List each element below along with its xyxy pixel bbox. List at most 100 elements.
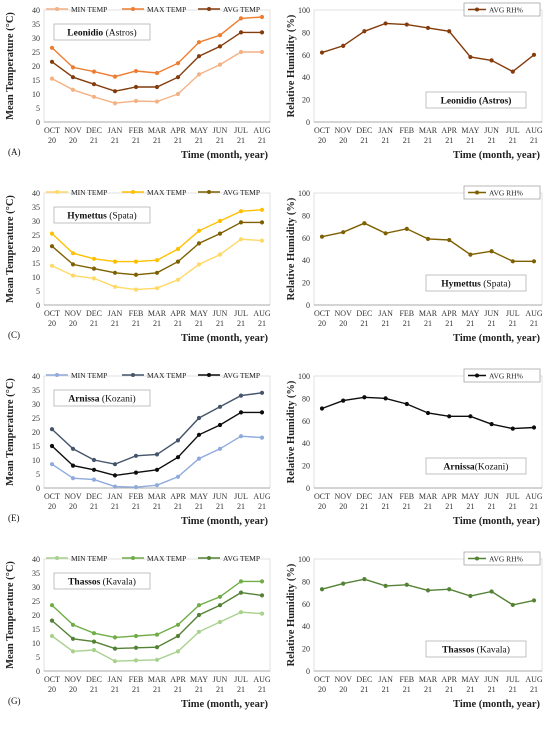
data-point-min [91, 94, 97, 99]
y-tick-label: 40 [302, 622, 310, 631]
site-region: (Kozani) [475, 462, 509, 473]
data-point-avg [196, 432, 202, 437]
x-tick-label: JUN [213, 309, 228, 318]
data-point-min [112, 101, 118, 106]
y-tick-label: 10 [32, 639, 40, 648]
legend-box [463, 368, 541, 383]
data-point-min [217, 252, 223, 257]
x-tick-label: JAN [108, 492, 123, 501]
legend-box [463, 185, 541, 200]
legend-label-min: MIN TEMP [71, 188, 107, 197]
site-label-box [425, 91, 527, 109]
y-axis-label: Mean Temperature (°C) [5, 12, 16, 120]
y-tick-label: 40 [32, 555, 40, 564]
x-tick-label: FEB [399, 309, 414, 318]
data-point-min [238, 237, 244, 242]
data-point-max [91, 457, 97, 463]
x-tick-label: AUG [525, 675, 543, 684]
x-tick-year: 21 [132, 319, 140, 328]
data-point-rh [341, 398, 346, 403]
y-tick-label: 35 [32, 569, 40, 578]
y-tick-label: 25 [32, 597, 40, 606]
data-point-max [70, 622, 76, 627]
x-tick-year: 21 [360, 136, 368, 145]
y-axis-label: Relative Humidity (%) [286, 563, 297, 666]
legend-swatch-marker [475, 7, 479, 12]
data-point-max [154, 258, 160, 263]
data-point-max [70, 446, 76, 451]
series-line-min [51, 238, 263, 291]
series-line-avg [51, 411, 262, 477]
data-point-avg [196, 241, 202, 246]
x-tick-year: 20 [69, 685, 77, 694]
x-tick-label: NOV [335, 126, 353, 135]
legend-label-avg: AVG TEMP [223, 554, 260, 563]
data-point-min [259, 435, 265, 440]
series-line-min [51, 611, 263, 662]
data-point-min [217, 62, 223, 67]
y-tick-label: 0 [36, 484, 40, 493]
y-tick-label: 0 [36, 667, 40, 676]
data-point-min [112, 659, 118, 664]
x-tick-label: JAN [108, 309, 123, 318]
x-tick-label: DEC [356, 126, 372, 135]
data-point-max [49, 45, 55, 50]
data-point-avg [154, 467, 160, 472]
data-point-rh [425, 588, 431, 593]
x-tick-label: MAR [419, 126, 438, 135]
x-tick-year: 21 [153, 502, 161, 511]
data-point-max [154, 452, 160, 457]
series-line-avg [51, 591, 263, 650]
x-tick-year: 21 [90, 319, 98, 328]
x-tick-year: 21 [237, 685, 245, 694]
x-tick-label: JUL [506, 309, 520, 318]
site-label-box [425, 457, 527, 475]
y-tick-label: 80 [302, 577, 310, 586]
x-tick-year: 21 [153, 319, 161, 328]
y-tick-label: 0 [36, 118, 40, 127]
y-tick-label: 15 [32, 259, 40, 268]
data-point-min [238, 49, 244, 55]
site-name: Arnissa [68, 395, 99, 405]
data-point-min [217, 619, 223, 625]
data-point-avg [238, 30, 244, 35]
x-tick-year: 21 [509, 136, 517, 145]
x-tick-label: MAY [190, 492, 208, 501]
site-label: Thassos (Kavala) [442, 645, 510, 656]
y-tick-label: 0 [36, 301, 40, 310]
legend-swatch-marker [475, 556, 479, 561]
y-tick-label: 0 [306, 667, 310, 676]
data-point-rh [447, 414, 452, 419]
x-tick-year: 20 [318, 685, 326, 694]
panel-label: (A) [8, 147, 21, 157]
x-tick-label: OCT [314, 675, 330, 684]
data-point-rh [383, 396, 388, 401]
x-tick-year: 21 [111, 502, 119, 511]
data-point-max [112, 74, 118, 79]
legend-label-avg: AVG TEMP [223, 371, 260, 380]
x-tick-year: 21 [466, 502, 474, 511]
chart-panel-H: 020406080100OCT20NOV20DEC21JAN21FEB21MAR… [286, 551, 543, 710]
x-tick-year: 20 [69, 319, 77, 328]
series-line-avg [51, 221, 262, 276]
x-axis-label: Time (month, year) [453, 699, 541, 710]
data-point-max [133, 68, 139, 74]
legend-swatch-marker [475, 373, 479, 378]
data-point-rh [489, 589, 494, 594]
data-point-rh [447, 237, 452, 243]
data-point-rh [510, 259, 515, 264]
series-line-rh [321, 222, 534, 262]
data-point-max [175, 61, 181, 66]
data-point-avg [70, 262, 76, 267]
site-name: Thassos [442, 646, 475, 656]
data-point-min [259, 49, 265, 55]
panel-label: (G) [8, 696, 21, 706]
x-tick-label: OCT [44, 309, 60, 318]
y-tick-label: 5 [36, 470, 40, 479]
x-tick-label: OCT [44, 492, 60, 501]
x-tick-year: 20 [318, 136, 326, 145]
y-tick-label: 60 [302, 417, 310, 426]
x-tick-year: 21 [466, 685, 474, 694]
data-point-min [238, 434, 244, 439]
data-point-avg [154, 270, 160, 275]
